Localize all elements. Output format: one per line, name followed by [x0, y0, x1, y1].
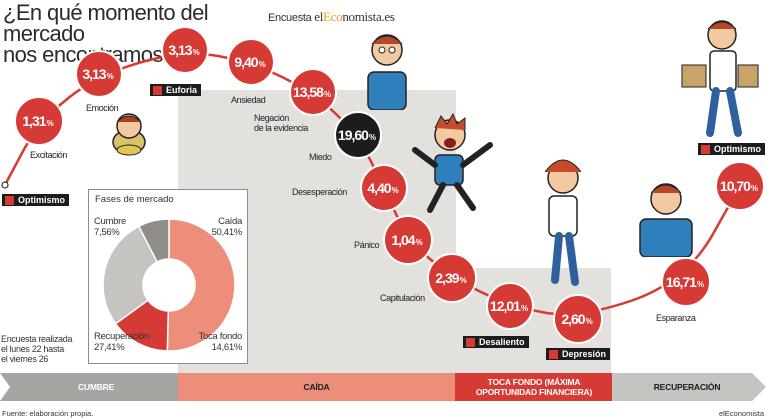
market-phases-pie	[102, 218, 236, 352]
stage-label-7: Desesperación	[292, 187, 347, 197]
pie-title: Fases de mercado	[95, 194, 174, 205]
stage-tag-13: Optimismo	[698, 143, 766, 155]
stage-value-12: 16,71%	[666, 274, 704, 290]
panicking-man-illustration	[412, 112, 493, 213]
stage-label-9: Capitulación	[380, 293, 425, 303]
stage-label-2: Emoción	[86, 103, 119, 113]
stage-value-13: 10,70%	[720, 178, 758, 194]
stage-circle-12: 16,71%	[661, 257, 711, 307]
pie-slice-recuperación	[102, 225, 159, 325]
stage-circle-2: 3,13%	[75, 50, 123, 98]
stage-circle-6: 19,60%	[334, 111, 382, 159]
stage-tag-0: Optimismo	[2, 194, 70, 206]
stage-circle-11: 2,60%	[553, 294, 603, 344]
survey-credit: Encuesta elEconomista.es	[268, 9, 395, 24]
stage-label-4: Ansiedad	[231, 95, 266, 105]
hopeful-man-illustration	[639, 183, 693, 257]
pie-slice-caída	[166, 218, 236, 352]
stage-value-5: 13,58%	[293, 84, 331, 100]
stage-circle-9: 2,39%	[427, 253, 477, 303]
stage-tag-11: Depresión	[546, 348, 611, 360]
pie-label-toca-fondo: Toca fondo 14,61%	[198, 331, 243, 353]
stage-label-6: Miedo	[309, 152, 332, 162]
stage-value-10: 12,01%	[490, 298, 528, 314]
pie-label-recuperacion: Recuperación 27,41%	[94, 331, 150, 353]
phase-band-caida	[178, 373, 455, 401]
stage-circle-7: 4,40%	[360, 164, 408, 212]
phase-label-cumbre: CUMBRE	[77, 382, 115, 392]
stage-value-6: 19,60%	[338, 127, 376, 143]
stage-label-8: Pánico	[354, 240, 380, 250]
stage-tag-3: Euforia	[150, 84, 202, 96]
pie-label-caida: Caída 50,41%	[211, 216, 243, 238]
market-phases-pie-panel: Fases de mercado Cumbre 7,56% Caída 50,4…	[88, 189, 248, 364]
stage-circle-8: 1,04%	[383, 215, 433, 265]
depressed-man-illustration	[544, 159, 582, 286]
phase-label-caida: CAÍDA	[303, 382, 330, 392]
curve-start-point	[1, 181, 9, 189]
phase-band-cumbre	[0, 373, 178, 401]
phase-band-toca-fondo	[455, 373, 612, 401]
publisher-credit: elEconomista	[718, 409, 764, 418]
stage-circle-1: 1,31%	[14, 96, 64, 146]
phase-label-recuperacion: RECUPERACIÓN	[653, 382, 721, 392]
stage-label-1: Excitación	[30, 150, 68, 160]
source-note: Fuente: elaboración propia.	[2, 409, 94, 418]
stage-circle-5: 13,58%	[289, 68, 337, 116]
stage-label-5: Negación de la evidencia	[254, 113, 309, 133]
stage-tag-10: Desaliento	[463, 336, 529, 348]
stage-label-12: Esparanza	[656, 313, 696, 323]
stage-circle-4: 9,40%	[227, 38, 275, 86]
phase-band-recuperacion	[612, 373, 766, 401]
stage-circle-13: 10,70%	[715, 161, 765, 211]
pie-slice-cumbre	[137, 218, 170, 263]
anxious-man-illustration	[367, 34, 407, 110]
survey-dates-note: Encuesta realizada el lunes 22 hasta el …	[1, 334, 73, 364]
stage-circle-3: 3,13%	[161, 26, 209, 74]
greedy-man-illustration	[112, 113, 146, 156]
phase-bands	[0, 373, 766, 401]
optimist-man-illustration	[681, 20, 759, 137]
stage-circle-10: 12,01%	[486, 282, 534, 330]
phase-label-toca-fondo: TOCA FONDO (MÁXIMA OPORTUNIDAD FINANCIER…	[475, 377, 593, 397]
pie-label-cumbre: Cumbre 7,56%	[94, 216, 126, 238]
